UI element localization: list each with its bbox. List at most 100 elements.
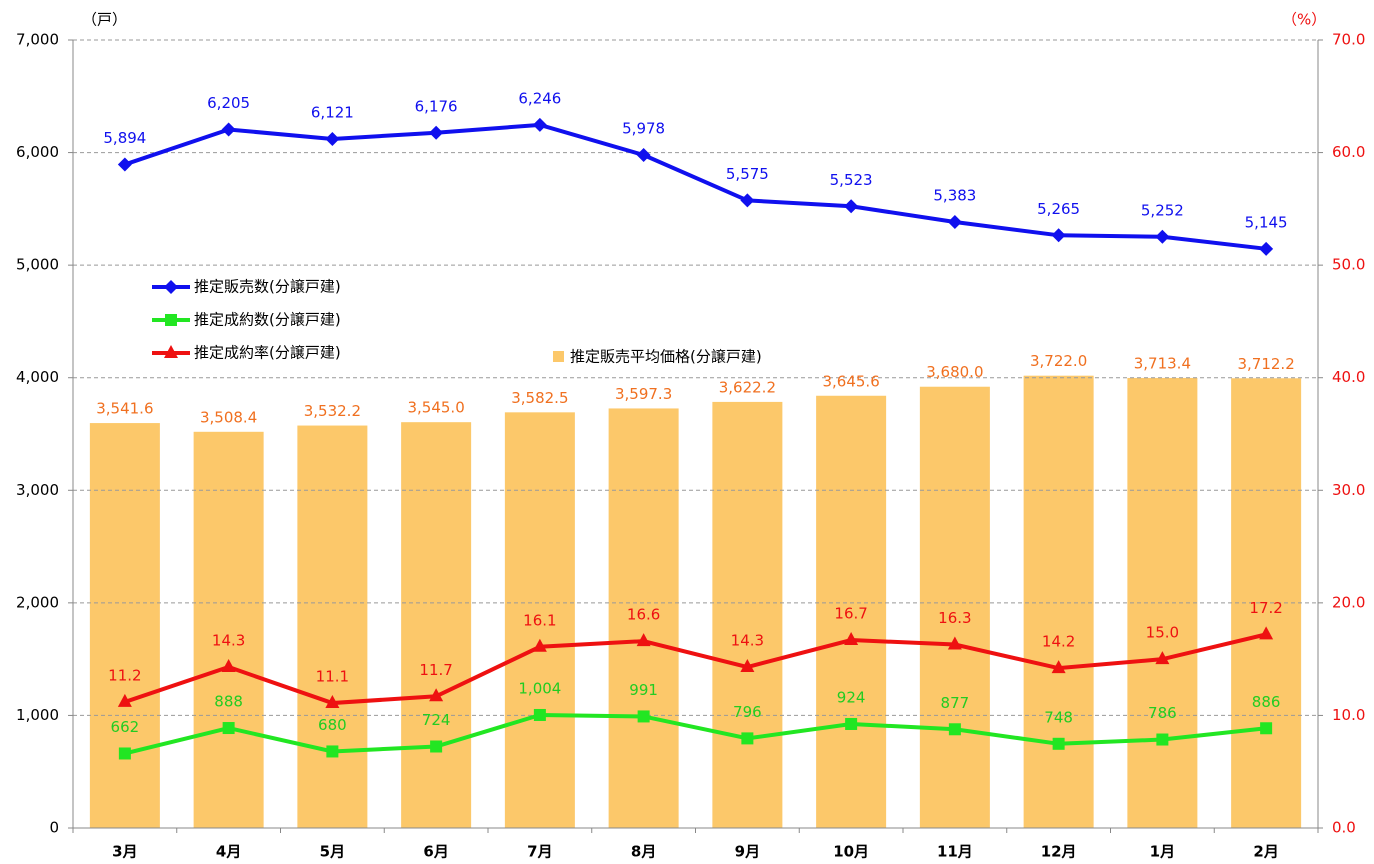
- data-label: 6,121: [311, 103, 354, 121]
- data-label: 748: [1044, 708, 1073, 726]
- data-label: 3,712.2: [1237, 355, 1294, 373]
- marker: [164, 345, 178, 358]
- marker: [430, 740, 443, 753]
- marker: [740, 659, 755, 673]
- data-label: 786: [1148, 704, 1177, 722]
- y-tick-label: 0: [49, 819, 59, 837]
- data-label: 991: [629, 681, 658, 699]
- data-label: 3,508.4: [200, 408, 257, 426]
- x-tick-label: 3月: [112, 843, 137, 861]
- marker: [1155, 651, 1170, 665]
- legend-label: 推定成約率(分譲戸建): [194, 344, 341, 362]
- legend-swatch: [553, 351, 564, 362]
- marker: [636, 148, 651, 163]
- data-label: 5,523: [830, 171, 873, 189]
- bar: [712, 401, 783, 828]
- marker: [1052, 737, 1065, 750]
- marker: [636, 633, 651, 647]
- marker: [1051, 660, 1066, 674]
- data-label: 3,597.3: [615, 385, 672, 403]
- y2-tick-label: 20.0: [1332, 593, 1365, 611]
- data-label: 3,722.0: [1030, 352, 1087, 370]
- data-label: 5,894: [103, 129, 146, 147]
- data-label: 14.3: [212, 632, 245, 650]
- marker: [326, 745, 339, 758]
- line: [124, 632, 1267, 706]
- y2-tick-label: 30.0: [1332, 481, 1365, 499]
- marker: [429, 688, 444, 702]
- data-label: 3,541.6: [96, 400, 153, 418]
- y-tick-label: 7,000: [16, 31, 59, 49]
- marker: [429, 125, 444, 140]
- bar: [816, 395, 887, 828]
- marker: [1259, 241, 1274, 256]
- marker: [325, 131, 340, 146]
- bar: [504, 412, 575, 828]
- x-tick-label: 6月: [423, 843, 448, 861]
- y-tick-label: 6,000: [16, 143, 59, 161]
- marker: [1155, 229, 1170, 244]
- legend-label: 推定販売数(分譲戸建): [194, 278, 341, 296]
- data-label: 3,645.6: [822, 372, 879, 390]
- marker: [118, 747, 131, 760]
- data-label: 724: [422, 711, 451, 729]
- data-label: 16.6: [627, 606, 660, 624]
- marker: [117, 693, 132, 707]
- data-label: 5,145: [1245, 213, 1288, 231]
- y-tick-label: 2,000: [16, 593, 59, 611]
- y-tick-label: 4,000: [16, 368, 59, 386]
- data-label: 6,205: [207, 94, 250, 112]
- marker: [1259, 626, 1274, 640]
- data-label: 5,265: [1037, 200, 1080, 218]
- marker: [222, 722, 235, 735]
- marker: [844, 199, 859, 214]
- y-tick-label: 1,000: [16, 706, 59, 724]
- y-tick-label: 5,000: [16, 256, 59, 274]
- x-tick-label: 11月: [937, 843, 973, 861]
- data-label: 888: [214, 693, 243, 711]
- x-tick-label: 10月: [833, 843, 869, 861]
- y-tick-label: 3,000: [16, 481, 59, 499]
- y2-tick-label: 40.0: [1332, 368, 1365, 386]
- line: [124, 122, 1267, 251]
- marker: [1156, 733, 1169, 746]
- bar: [89, 423, 160, 828]
- x-tick-label: 4月: [216, 843, 241, 861]
- data-label: 877: [941, 694, 970, 712]
- marker: [117, 157, 132, 172]
- line: [124, 712, 1267, 756]
- marker: [532, 638, 547, 652]
- data-label: 1,004: [518, 679, 561, 697]
- legend-label: 推定販売平均価格(分譲戸建): [570, 348, 762, 366]
- data-label: 3,680.0: [926, 363, 983, 381]
- bar: [401, 422, 472, 828]
- marker: [1051, 228, 1066, 243]
- data-label: 14.2: [1042, 633, 1075, 651]
- data-label: 11.1: [316, 668, 349, 686]
- marker: [845, 717, 858, 730]
- marker: [533, 708, 546, 721]
- bar: [919, 386, 990, 828]
- data-label: 6,176: [415, 97, 458, 115]
- data-label: 16.7: [834, 605, 867, 623]
- bar: [1023, 375, 1094, 828]
- marker: [948, 723, 961, 736]
- y2-tick-label: 50.0: [1332, 256, 1365, 274]
- y2-tick-label: 60.0: [1332, 143, 1365, 161]
- y2-axis-unit: （%）: [1282, 11, 1326, 29]
- data-label: 3,545.0: [407, 399, 464, 417]
- marker: [947, 215, 962, 230]
- data-label: 886: [1252, 693, 1281, 711]
- data-label: 5,978: [622, 120, 665, 138]
- data-label: 14.3: [731, 632, 764, 650]
- marker: [325, 695, 340, 709]
- marker: [637, 710, 650, 723]
- data-label: 17.2: [1249, 599, 1282, 617]
- data-label: 5,383: [933, 187, 976, 205]
- x-tick-label: 12月: [1041, 843, 1077, 861]
- marker: [740, 193, 755, 208]
- data-label: 3,622.2: [719, 378, 776, 396]
- marker: [165, 314, 177, 326]
